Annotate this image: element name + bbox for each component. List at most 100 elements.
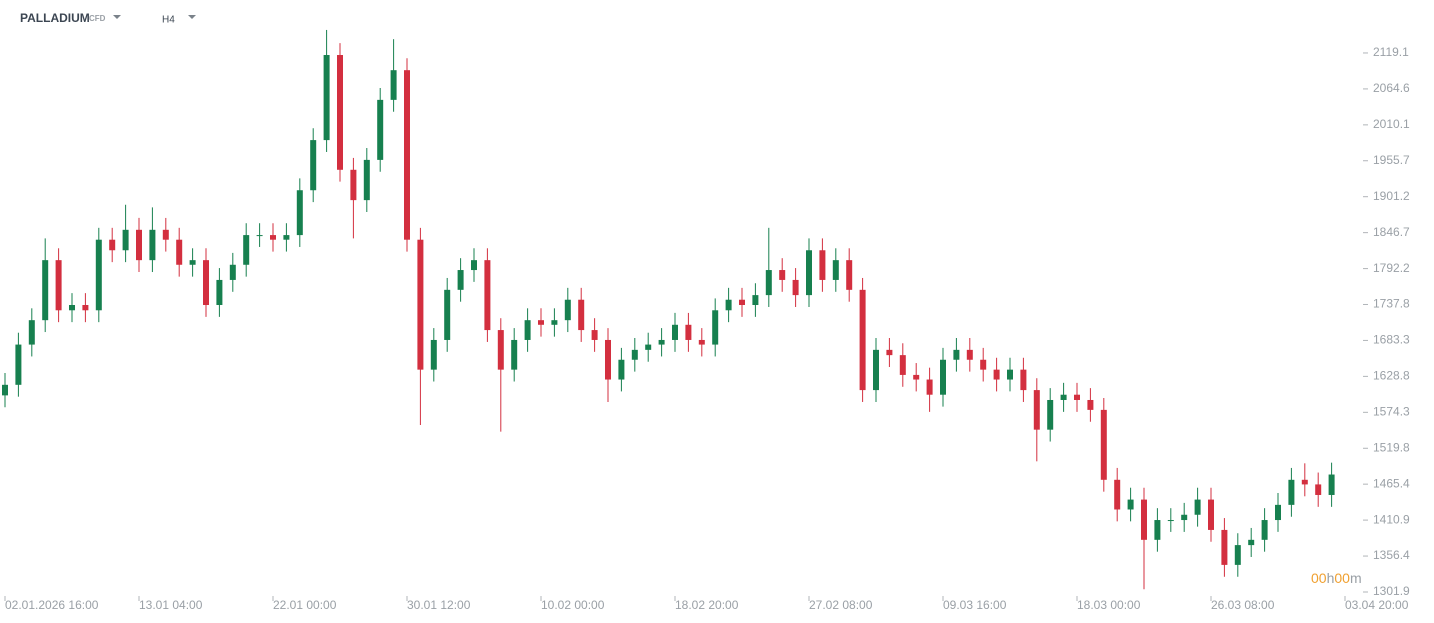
candle-body [1047,399,1054,430]
candle-body [189,260,196,265]
candle-body [739,299,745,306]
candle-body [457,270,464,290]
candle-body [203,260,209,306]
candle-body [256,235,263,237]
candle-body [913,374,920,380]
candle-body [55,260,62,311]
candle-body [390,70,397,100]
symbol-dropdown[interactable] [113,15,121,19]
x-tick-label: 02.01.2026 16:00 [5,598,99,612]
candle-body [1275,504,1281,521]
candle-body [886,349,893,356]
y-tick-label: 2064.6 [1373,81,1410,95]
candle-body [363,159,370,201]
candle-body [578,299,585,331]
candle-body [323,55,330,141]
candle-body [296,190,303,236]
candle-body [484,260,491,331]
candle-body [430,339,437,370]
candle-body [136,229,142,261]
x-tick-label: 03.04 20:00 [1345,598,1409,612]
x-tick-label: 18.02 20:00 [675,598,739,612]
candle-body [926,379,933,395]
candle-body [1074,394,1080,400]
candle-body [953,349,960,360]
candle-body [685,324,692,340]
countdown-minutes-unit: m [1350,570,1362,586]
x-tick-label: 27.02 08:00 [809,598,873,612]
candle-body [1288,479,1295,505]
candle-body [1301,479,1308,485]
x-tick-label: 10.02 00:00 [541,598,605,612]
candle-body [95,239,102,311]
candle-body [752,295,759,306]
candle-body [618,359,625,380]
timeframe[interactable]: H4 [162,15,175,26]
y-tick-label: 2119.1 [1373,45,1409,59]
candle-body [645,344,652,350]
candle-body [15,344,22,385]
candle-body [1261,520,1268,540]
instrument-type: CFD [89,14,106,23]
candle-body [176,239,183,265]
candle-body [698,339,705,345]
countdown-hours-unit: h [1327,570,1335,586]
symbol[interactable]: PALLADIUM [20,11,90,25]
countdown: 00h00m [1311,570,1362,586]
candle-body [337,55,343,170]
candle-body [1087,399,1094,410]
candle-body [672,324,678,340]
candle-body [1328,474,1335,495]
candle-body [1248,539,1255,546]
y-tick-label: 1737.8 [1373,297,1410,311]
candle-body [229,264,236,280]
y-tick-label: 1683.3 [1373,333,1410,347]
candle-body [819,250,826,280]
candle-body [832,260,839,280]
candle-body [538,320,544,325]
y-tick-label: 1901.2 [1373,189,1410,203]
candle-body [980,359,987,370]
candle-body [243,235,250,265]
candle-body [1167,520,1174,522]
x-tick-label: 13.01 04:00 [139,598,203,612]
timeframe-dropdown[interactable] [188,15,196,19]
candle-body [725,299,732,311]
candle-body [216,279,223,306]
x-tick-label: 26.03 08:00 [1211,598,1275,612]
candle-body [42,260,49,321]
candle-body [966,349,973,360]
x-tick-label: 09.03 16:00 [943,598,1007,612]
candle-body [1315,484,1322,495]
candle-body [417,239,424,370]
candle-body [497,330,504,370]
candle-body [605,339,611,380]
candle-body [82,305,89,311]
candle-body [1208,499,1214,530]
candle-body [712,310,719,345]
candle-body [270,235,276,240]
y-tick-label: 2010.1 [1373,117,1410,131]
candle-body [1100,409,1107,480]
candle-body [765,270,772,296]
candle-body [1060,394,1067,400]
candle-body [444,289,451,340]
candle-body [377,99,384,160]
candle-body [792,279,799,296]
candle-body [404,70,410,240]
candle-body [631,349,638,360]
candle-body [658,339,665,345]
x-tick-label: 22.01 00:00 [273,598,337,612]
candle-body [310,140,317,191]
y-tick-label: 1356.4 [1373,548,1410,562]
candle-body [28,320,35,345]
y-tick-label: 1792.2 [1373,261,1410,275]
candle-body [1020,369,1027,391]
candle-body [1114,479,1121,510]
candle-body [149,229,156,261]
y-tick-label: 1574.3 [1373,404,1410,418]
countdown-minutes: 00 [1334,570,1350,586]
candle-body [162,229,169,240]
